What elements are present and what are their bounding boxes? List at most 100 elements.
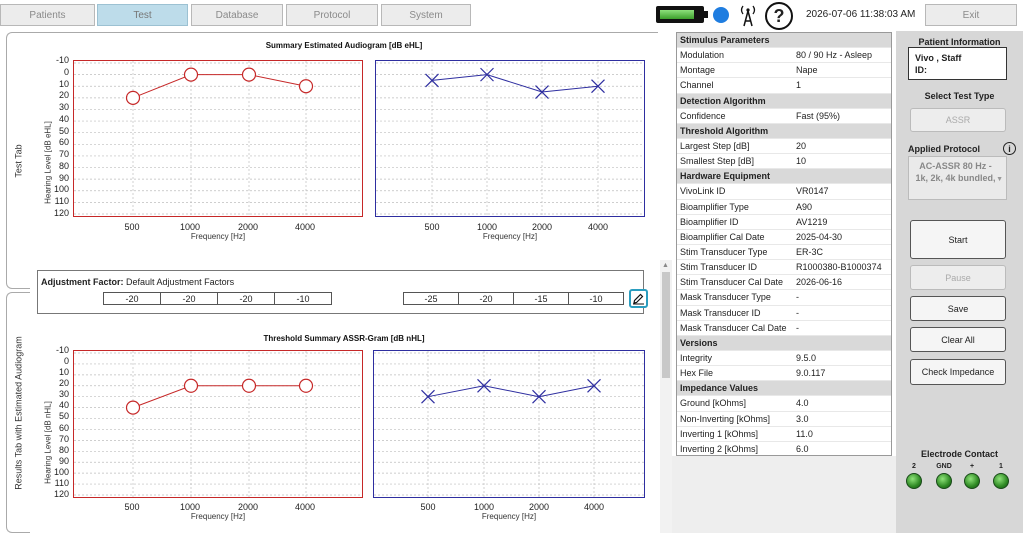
y-tick-label: 10 (58, 367, 69, 378)
param-key: VivoLink ID (680, 186, 726, 197)
x-tick-label: 1000 (476, 222, 498, 232)
summary-chart-xlabel-right: Frequency [Hz] (482, 232, 538, 241)
start-button[interactable]: Start (910, 220, 1006, 259)
data-point (591, 79, 605, 94)
electrode-label-plus: + (969, 463, 975, 470)
control-panel: Patient Information Vivo , Staff ID: Sel… (896, 31, 1023, 533)
y-tick-label: 70 (58, 433, 69, 444)
y-tick-label: 90 (58, 172, 69, 183)
tab-protocol[interactable]: Protocol (286, 4, 378, 26)
electrode-led-1 (993, 473, 1009, 489)
table-section-header: Versions (677, 335, 891, 351)
table-row: Hex File 9.0.117 (677, 366, 891, 382)
summary-chart-title: Summary Estimated Audiogram [dB eHL] (265, 41, 423, 50)
adjustment-left-1000: -20 (160, 292, 218, 305)
side-tabs: Test Tab Results Tab with Estimated Audi… (6, 32, 30, 533)
x-tick-label: 500 (424, 222, 440, 232)
param-value: 3.0 (796, 413, 809, 424)
help-button[interactable]: ? (765, 2, 793, 30)
param-key: Smallest Step [dB] (680, 156, 755, 167)
series-line (431, 74, 599, 93)
x-tick-label: 1000 (179, 222, 201, 232)
y-tick-label: 40 (58, 113, 69, 124)
tab-database[interactable]: Database (191, 4, 283, 26)
tab-patients[interactable]: Patients (0, 4, 95, 26)
adjustment-factor-label: Adjustment Factor: Default Adjustment Fa… (41, 277, 235, 287)
y-tick-label: -10 (55, 345, 69, 355)
save-button[interactable]: Save (910, 296, 1006, 321)
scroll-up-icon[interactable]: ▲ (662, 262, 669, 269)
side-tab-results-label: Results Tab with Estimated Audiogram (13, 335, 24, 490)
electrode-contact-title: Electrode Contact (920, 449, 998, 459)
tab-test[interactable]: Test (97, 4, 188, 26)
data-point (421, 389, 435, 404)
parameters-footer (672, 456, 896, 533)
param-value: Nape (796, 65, 818, 76)
info-icon[interactable]: i (1003, 142, 1016, 155)
electrode-led-2 (906, 473, 922, 489)
table-row: Bioamplifier ID AV1219 (677, 215, 891, 230)
pause-button[interactable]: Pause (910, 265, 1006, 290)
param-value: Fast (95%) (796, 110, 841, 121)
table-row: Ground [kOhms] 4.0 (677, 396, 891, 412)
side-tab-test[interactable]: Test Tab (6, 32, 30, 289)
side-tab-results[interactable]: Results Tab with Estimated Audiogram (6, 292, 30, 533)
side-tab-test-label: Test Tab (13, 143, 24, 178)
select-test-type-label: Select Test Type (924, 91, 995, 101)
y-tick-label: 30 (58, 389, 69, 400)
table-section-header: Threshold Algorithm (677, 123, 891, 139)
x-tick-label: 4000 (294, 222, 316, 232)
summary-chart-left-ear (73, 60, 363, 217)
table-row: Mask Transducer Type - (677, 290, 891, 306)
parameters-table: Stimulus Parameters Modulation 80 / 90 Hz … (676, 32, 892, 457)
chevron-down-icon: ▼ (996, 176, 1003, 183)
tab-system[interactable]: System (381, 4, 471, 26)
param-value: 10 (796, 156, 807, 167)
param-value: 2025-04-30 (796, 231, 843, 242)
data-point (425, 73, 439, 88)
param-key: Inverting 1 [kOhms] (680, 428, 759, 439)
param-value: 9.5.0 (796, 353, 817, 364)
param-value: ER-3C (796, 247, 824, 258)
x-tick-label: 1000 (179, 502, 201, 512)
section-title: Threshold Algorithm (680, 125, 769, 136)
y-tick-label: 80 (58, 160, 69, 171)
series-line (132, 385, 306, 409)
table-row: Stim Transducer Type ER-3C (677, 245, 891, 261)
adjustment-right-2000: -15 (513, 292, 569, 305)
data-point (587, 378, 601, 393)
datetime: 2026-07-06 11:38:03 AM (806, 9, 916, 20)
test-type-button[interactable]: ASSR (910, 108, 1006, 132)
section-title: Stimulus Parameters (680, 35, 770, 46)
threshold-chart-xlabel-right: Frequency [Hz] (481, 512, 537, 521)
center-scrollbar[interactable]: ▲ (660, 260, 672, 533)
table-row: Mask Transducer Cal Date - (677, 321, 891, 336)
param-key: Inverting 2 [kOhms] (680, 443, 759, 454)
x-tick-label: 4000 (583, 502, 605, 512)
electrode-label-1: 1 (999, 463, 1003, 470)
scroll-thumb[interactable] (662, 272, 670, 378)
plot-area (376, 61, 644, 216)
check-impedance-button[interactable]: Check Impedance (910, 359, 1006, 385)
center-panel: Summary Estimated Audiogram [dB eHL] Hea… (30, 32, 658, 533)
edit-adjustment-button[interactable] (629, 289, 648, 308)
param-value: A90 (796, 201, 813, 212)
patient-info-box: Vivo , Staff ID: (908, 47, 1007, 80)
data-point (241, 67, 257, 82)
y-tick-label: 70 (58, 149, 69, 160)
protocol-select[interactable]: AC-ASSR 80 Hz - 1k, 2k, 4k bundled, ▼ (908, 156, 1007, 200)
y-tick-label: 110 (54, 196, 69, 207)
y-tick-label: 60 (58, 137, 69, 148)
y-tick-label: 30 (58, 102, 69, 113)
exit-button[interactable]: Exit (925, 4, 1017, 26)
adjustment-factor-value: Default Adjustment Factors (126, 277, 235, 287)
param-value: 80 / 90 Hz - Asleep (796, 50, 873, 61)
x-tick-label: 2000 (237, 222, 259, 232)
param-value: AV1219 (796, 216, 828, 227)
x-tick-label: 4000 (294, 502, 316, 512)
y-tick-label: 20 (58, 378, 69, 389)
clear-all-button[interactable]: Clear All (910, 327, 1006, 352)
param-key: Stim Transducer Type (680, 247, 768, 258)
electrode-label-2: 2 (912, 463, 916, 470)
x-tick-label: 2000 (528, 502, 550, 512)
